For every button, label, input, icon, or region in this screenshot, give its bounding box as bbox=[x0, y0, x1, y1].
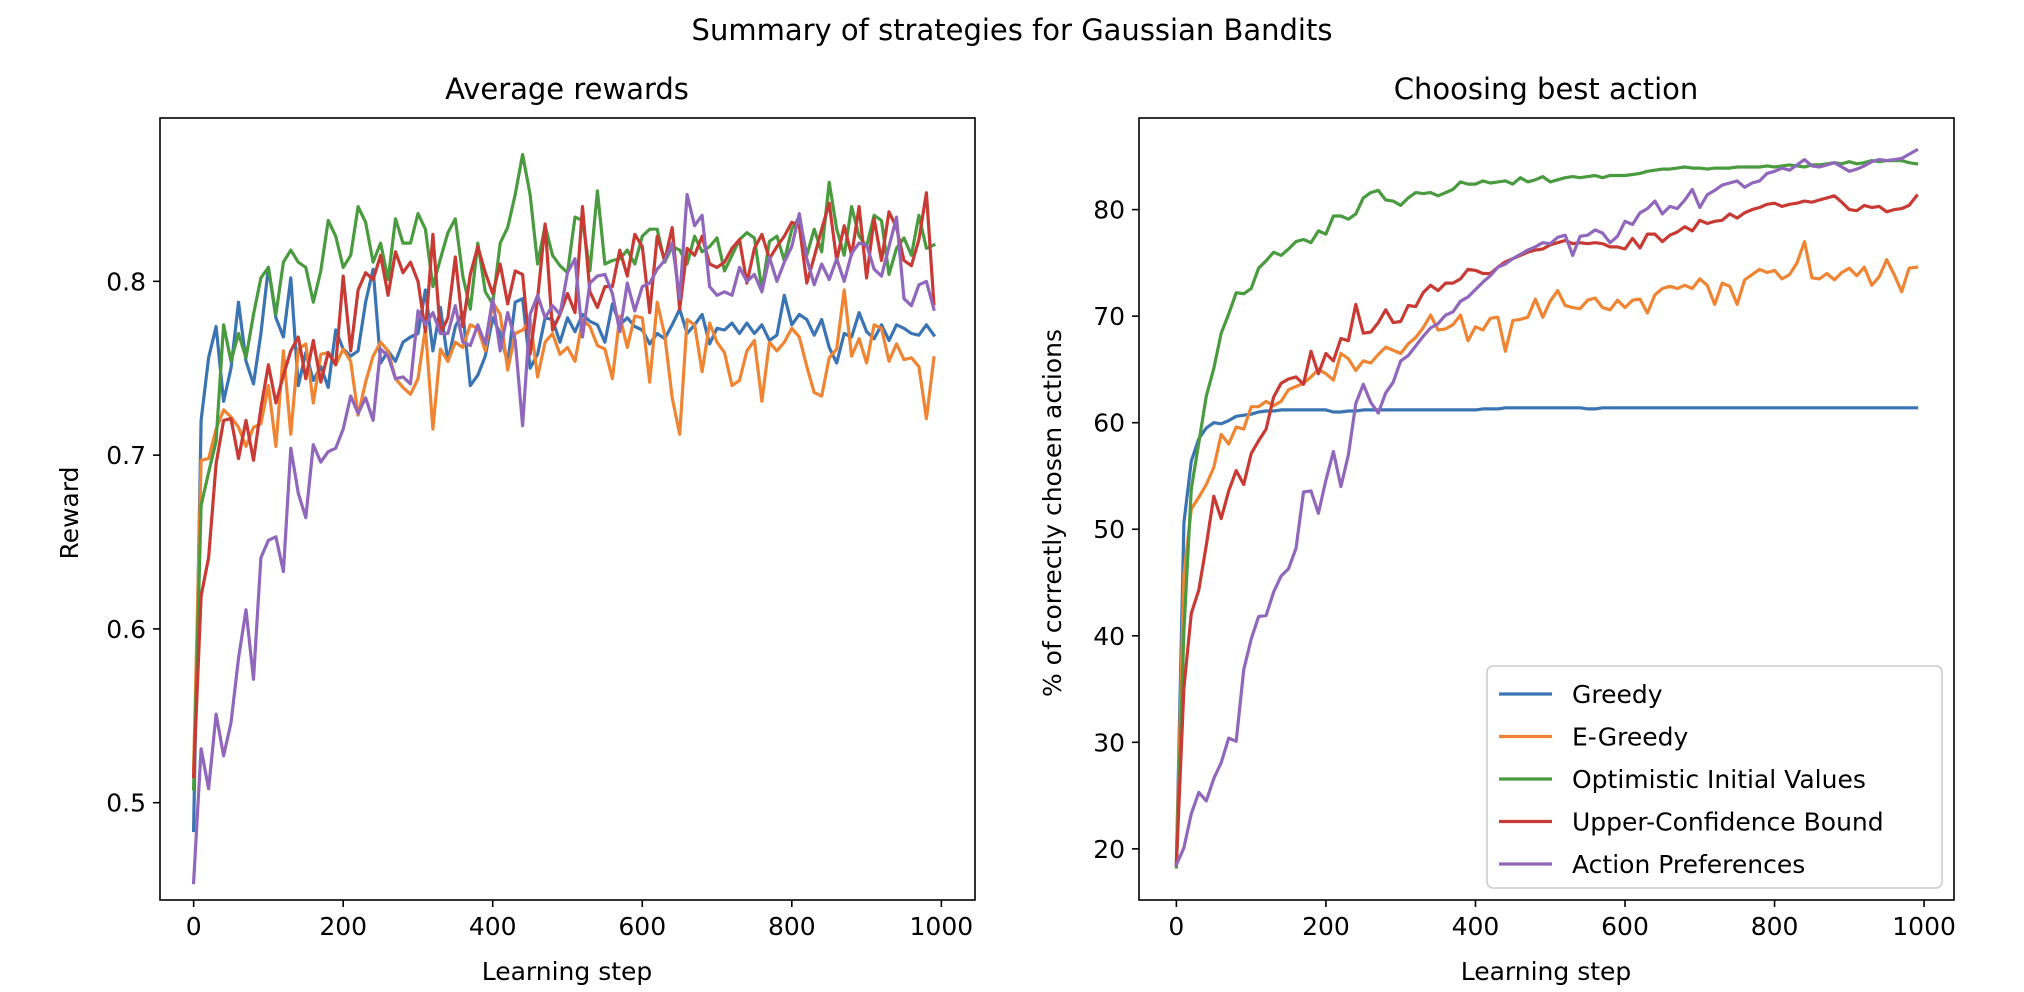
series-line-2 bbox=[191, 152, 937, 791]
x-tick-label: 400 bbox=[1452, 912, 1500, 941]
y-tick-label: 40 bbox=[1093, 622, 1125, 651]
x-tick-label: 0 bbox=[186, 912, 202, 941]
chart-right-best-action: Choosing best action % of correctly chos… bbox=[1038, 72, 1956, 986]
x-tick-label: 1000 bbox=[1892, 912, 1956, 941]
chart-title: Average rewards bbox=[445, 72, 689, 106]
y-tick-label: 0.7 bbox=[106, 441, 146, 470]
series-line-3 bbox=[1174, 193, 1919, 866]
legend-label-4: Action Preferences bbox=[1572, 850, 1805, 879]
legend-box bbox=[1486, 665, 1943, 889]
series-line-0 bbox=[1174, 406, 1919, 864]
y-tick-label: 30 bbox=[1093, 728, 1125, 757]
legend: Greedy E-Greedy Optimistic Initial Values U… bbox=[1486, 665, 1943, 889]
series-line-1 bbox=[191, 288, 936, 772]
chart-left-rewards: Average rewards Reward Learning step 0 20… bbox=[55, 72, 976, 986]
y-tick-label: 60 bbox=[1093, 409, 1125, 438]
x-tick-label: 200 bbox=[1302, 912, 1350, 941]
y-axis-label: Reward bbox=[55, 466, 84, 559]
x-axis-label: Learning step bbox=[482, 957, 653, 986]
series-line-1 bbox=[1174, 240, 1919, 866]
y-tick-label: 0.8 bbox=[106, 267, 146, 296]
x-tick-label: 1000 bbox=[910, 912, 974, 941]
y-tick-label: 0.5 bbox=[106, 789, 146, 818]
x-axis-label: Learning step bbox=[1461, 957, 1632, 986]
y-axis-label: % of correctly chosen actions bbox=[1038, 329, 1067, 697]
series-line-4 bbox=[191, 192, 936, 885]
y-tick-label: 70 bbox=[1093, 302, 1125, 331]
x-tick-label: 800 bbox=[768, 912, 816, 941]
y-tick-label: 0.6 bbox=[106, 615, 146, 644]
legend-label-1: E-Greedy bbox=[1572, 723, 1688, 752]
x-tick-label: 0 bbox=[1168, 912, 1184, 941]
legend-label-3: Upper-Confidence Bound bbox=[1572, 808, 1884, 837]
legend-label-0: Greedy bbox=[1572, 680, 1663, 709]
series-line-4 bbox=[1174, 147, 1919, 867]
x-tick-label: 200 bbox=[319, 912, 367, 941]
legend-label-2: Optimistic Initial Values bbox=[1572, 765, 1866, 794]
y-tick-label: 20 bbox=[1093, 835, 1125, 864]
y-tick-label: 50 bbox=[1093, 515, 1125, 544]
y-tick-label: 80 bbox=[1093, 196, 1125, 225]
x-tick-label: 600 bbox=[1601, 912, 1649, 941]
x-tick-label: 800 bbox=[1751, 912, 1799, 941]
x-tick-label: 600 bbox=[618, 912, 666, 941]
series-line-2 bbox=[1174, 159, 1919, 869]
figure-suptitle: Summary of strategies for Gaussian Bandi… bbox=[692, 13, 1333, 47]
x-tick-label: 400 bbox=[469, 912, 517, 941]
chart-title: Choosing best action bbox=[1394, 72, 1699, 106]
